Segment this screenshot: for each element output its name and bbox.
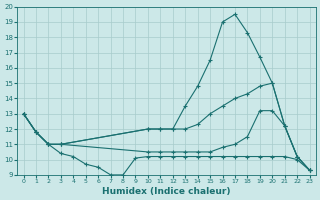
X-axis label: Humidex (Indice chaleur): Humidex (Indice chaleur) bbox=[102, 187, 231, 196]
